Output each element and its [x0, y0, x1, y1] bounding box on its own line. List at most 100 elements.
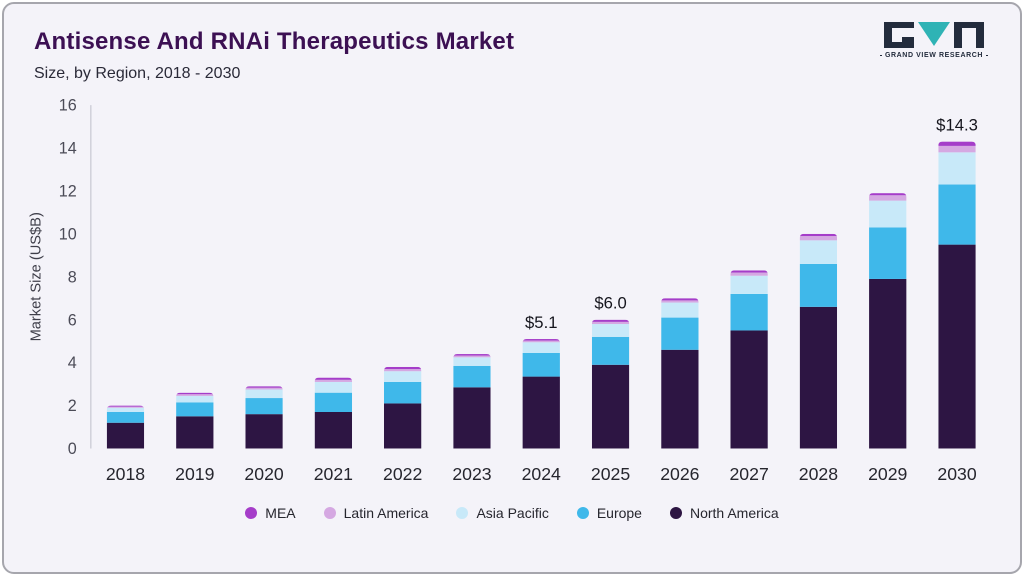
bar-segment: [730, 270, 768, 273]
y-tick-label: 6: [68, 311, 77, 329]
bar-segment: [799, 240, 838, 264]
bar-segment: [938, 145, 976, 153]
annotation-label: $5.1: [525, 313, 557, 332]
y-tick-label: 16: [59, 97, 77, 115]
legend-label: Europe: [596, 505, 642, 521]
bar-segment: [245, 387, 283, 390]
bar-segment: [938, 141, 976, 146]
legend-dot: [669, 507, 682, 519]
legend-dot: [323, 507, 336, 519]
bar-segment: [730, 293, 768, 331]
bar-segment: [591, 336, 630, 365]
y-axis-label: Market Size (US$B): [28, 212, 44, 341]
bar-segment: [245, 414, 283, 449]
bar-segment: [799, 263, 838, 307]
bar-segment: [383, 369, 422, 372]
legend-item-europe: Europe: [576, 505, 642, 521]
bar-segment: [522, 342, 560, 353]
bar-segment: [661, 300, 699, 303]
x-tick-label: 2022: [383, 464, 422, 484]
y-tick-label: 12: [59, 183, 77, 201]
bar-segment: [176, 402, 214, 417]
bar-stack: [799, 233, 838, 449]
bar-segment: [245, 386, 283, 388]
bar-stack: [176, 392, 214, 449]
y-tick-label: 8: [68, 268, 77, 286]
x-tick-label: 2025: [591, 464, 630, 484]
bar-stack: [245, 386, 283, 449]
logo-rule-left: [880, 55, 882, 56]
x-tick-label: 2024: [522, 464, 561, 484]
x-tick-label: 2023: [452, 464, 491, 484]
bar-stack: [869, 193, 907, 449]
bar-segment: [383, 371, 422, 382]
bar-segment: [383, 381, 422, 404]
bar-segment: [314, 379, 353, 382]
bar-segment: [106, 407, 145, 413]
bar-stack: [591, 319, 630, 449]
page-subtitle: Size, by Region, 2018 - 2030: [34, 65, 241, 82]
legend-item-mea: MEA: [245, 505, 296, 521]
chart-area: 0 2 4 6 8 10 12 14 16 Market Size (US$B) 2018 2019 2…: [20, 93, 1006, 501]
bar-segment: [522, 340, 560, 343]
bar-stack: [522, 339, 560, 449]
bar-stack: [730, 270, 768, 449]
x-tick-label: 2030: [937, 464, 976, 484]
x-tick-label: 2029: [868, 464, 907, 484]
bar-segment: [799, 306, 838, 449]
bar-segment: [938, 184, 976, 245]
legend-label: Asia Pacific: [476, 505, 549, 521]
annotation-label: $6.0: [594, 294, 626, 313]
bar-stack: [383, 366, 422, 449]
bar-segment: [176, 416, 214, 449]
bar-segment: [799, 236, 838, 241]
bar-segment: [730, 272, 768, 276]
chart-header: Antisense And RNAi Therapeutics Market S…: [4, 4, 1020, 83]
y-tick-label: 14: [59, 140, 77, 158]
page-title: Antisense And RNAi Therapeutics Market: [34, 28, 515, 55]
bar-stack: [661, 298, 699, 449]
bar-segment: [176, 395, 214, 403]
bar-segment: [522, 352, 560, 377]
legend-dot: [456, 507, 469, 519]
bar-segment: [591, 324, 630, 337]
gvr-logo-text: GRAND VIEW RESEARCH: [884, 52, 984, 59]
legend-item-north-america: North America: [669, 505, 779, 521]
x-tick-label: 2026: [660, 464, 699, 484]
bar-segment: [383, 403, 422, 449]
x-tick-label: 2028: [799, 464, 838, 484]
y-tick-label: 0: [68, 440, 77, 458]
legend: MEA Latin America Asia Pacific Europe North …: [4, 505, 1020, 521]
x-tick-label: 2027: [730, 464, 769, 484]
bar-segment: [106, 422, 145, 449]
bar-segment: [106, 406, 145, 408]
bar-segment: [522, 339, 560, 341]
bar-stack: [938, 141, 976, 449]
legend-label: North America: [689, 505, 779, 521]
bar-segment: [938, 152, 976, 185]
bar-segment: [245, 389, 283, 399]
x-tick-label: 2020: [244, 464, 283, 484]
x-tick-label: 2018: [106, 464, 145, 484]
bar-segment: [453, 354, 491, 356]
bar-stack: [314, 377, 353, 449]
bar-segment: [314, 392, 353, 413]
bar-segment: [869, 195, 907, 201]
bar-segment: [245, 398, 283, 415]
bar-segment: [799, 233, 838, 237]
bar-segment: [661, 302, 699, 318]
legend-label: Latin America: [343, 505, 429, 521]
legend-item-asia-pacific: Asia Pacific: [456, 505, 549, 521]
bar-segment: [869, 227, 907, 279]
bar-segment: [176, 394, 214, 396]
bar-segment: [314, 381, 353, 393]
bar-segment: [453, 357, 491, 366]
bar-segment: [106, 412, 145, 423]
bar-segment: [869, 200, 907, 228]
gvr-logo-text-row: GRAND VIEW RESEARCH: [880, 52, 989, 59]
bar-segment: [938, 244, 976, 449]
x-tick-label: 2021: [314, 464, 353, 484]
logo-rule-right: [986, 55, 989, 56]
bar-stack: [106, 405, 145, 449]
